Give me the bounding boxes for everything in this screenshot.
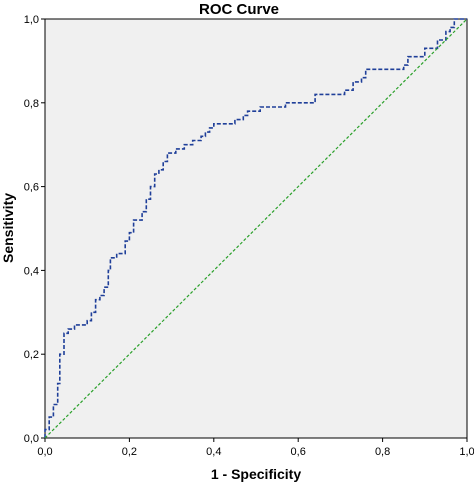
- y-tick-label: 0,2: [24, 349, 39, 361]
- reference-diagonal-line: [44, 18, 468, 439]
- axis-ticks: 0,0 0,2 0,4 0,6 0,8 1,0 0,0 0,2 0,4 0,6 0,8 1,0: [24, 14, 474, 458]
- x-tick-label: 0,4: [206, 446, 221, 458]
- y-tick-label: 0,8: [24, 98, 39, 110]
- y-tick-label: 0,0: [24, 433, 39, 445]
- x-tick-label: 1,0: [459, 446, 474, 458]
- y-tick-label: 0,6: [24, 182, 39, 194]
- x-tick-label: 0,0: [37, 446, 52, 458]
- chart-title: ROC Curve: [199, 1, 279, 18]
- y-axis-title: Sensitivity: [0, 193, 16, 263]
- x-axis-title: 1 - Specificity: [211, 466, 301, 482]
- y-tick-label: 0,4: [24, 265, 39, 277]
- x-tick-label: 0,6: [291, 446, 306, 458]
- x-tick-label: 0,2: [122, 446, 137, 458]
- x-tick-label: 0,8: [375, 446, 390, 458]
- roc-curve-line: [44, 18, 467, 438]
- series-layer: [44, 18, 468, 439]
- y-tick-label: 1,0: [24, 14, 39, 26]
